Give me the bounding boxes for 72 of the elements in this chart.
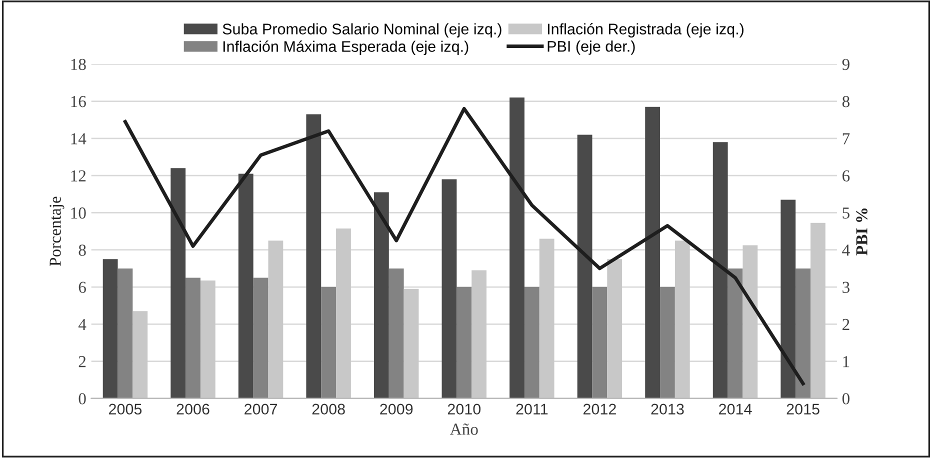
bar: [796, 268, 810, 398]
legend-label: Suba Promedio Salario Nominal (eje izq.): [222, 23, 502, 38]
bar: [712, 142, 728, 398]
x-tick-label: 2015: [786, 404, 820, 415]
bar: [728, 268, 743, 398]
y2-tick-label: 1: [843, 356, 850, 368]
legend-label: Inflación Máxima Esperada (eje izq.): [223, 40, 468, 55]
bar: [742, 245, 758, 398]
bar: [577, 134, 592, 398]
x-tick-label: 2005: [109, 404, 142, 415]
bar: [510, 98, 524, 398]
y-tick-label: 18: [71, 58, 86, 70]
bar: [268, 240, 284, 398]
y-tick-label: 10: [71, 207, 86, 219]
x-tick-label: 2012: [583, 404, 616, 415]
bar: [306, 114, 322, 398]
bar: [645, 106, 660, 398]
y2-tick-label: 0: [842, 393, 850, 404]
line-series: [123, 106, 805, 386]
y-tick-label: 16: [71, 96, 86, 108]
x-tick-label: 2007: [244, 404, 278, 415]
x-tick-label: 2014: [719, 404, 752, 415]
y2-tick-label: 9: [842, 58, 850, 70]
x-tick-label: 2010: [448, 404, 481, 415]
bar: [132, 311, 148, 398]
bar: [118, 268, 133, 398]
bar: [102, 259, 118, 398]
bar: [674, 240, 690, 398]
y2-axis-title: PBI %: [856, 208, 868, 256]
x-tick-label: 2013: [651, 404, 684, 415]
y2-tick-label: 2: [842, 318, 850, 330]
bar: [472, 270, 487, 398]
bar: [442, 179, 457, 398]
y2-tick-label: 7: [842, 133, 850, 144]
y-tick-label: 14: [71, 133, 86, 144]
x-tick-label: 2009: [380, 404, 413, 415]
y-tick-label: 2: [78, 356, 86, 368]
bar: [456, 287, 472, 398]
y-tick-label: 8: [78, 244, 86, 256]
bar: [388, 268, 404, 398]
bar: [238, 174, 254, 398]
legend-label: PBI (eje der.): [548, 40, 635, 55]
x-axis-title: Año: [450, 423, 478, 435]
bar: [524, 287, 540, 398]
bar: [200, 280, 216, 398]
y-tick-label: 6: [78, 282, 86, 293]
bar: [660, 287, 675, 398]
bar: [607, 259, 622, 398]
bar: [170, 168, 186, 398]
y2-tick-label: 3: [842, 282, 850, 293]
y2-tick-label: 6: [842, 170, 850, 182]
bar: [810, 222, 826, 398]
legend-label: Inflación Registrada (eje izq.): [548, 23, 744, 38]
y-axis-title: Porcentaje: [50, 196, 64, 266]
bar: [336, 228, 351, 398]
bar: [592, 287, 608, 398]
x-tick-label: 2006: [176, 404, 210, 415]
x-tick-label: 2008: [312, 404, 345, 415]
bar: [374, 192, 389, 398]
y-tick-label: 0: [78, 393, 86, 404]
y2-tick-label: 4: [842, 244, 850, 256]
bar: [186, 278, 200, 398]
bar: [539, 238, 554, 398]
y2-tick-label: 5: [842, 208, 850, 219]
bar: [321, 287, 336, 398]
bar: [404, 288, 419, 398]
bar: [780, 200, 796, 398]
y-tick-label: 4: [78, 318, 86, 330]
x-tick-label: 2011: [516, 404, 548, 415]
y-tick-label: 12: [71, 170, 86, 182]
y2-tick-label: 8: [842, 96, 850, 108]
bar: [253, 278, 268, 398]
